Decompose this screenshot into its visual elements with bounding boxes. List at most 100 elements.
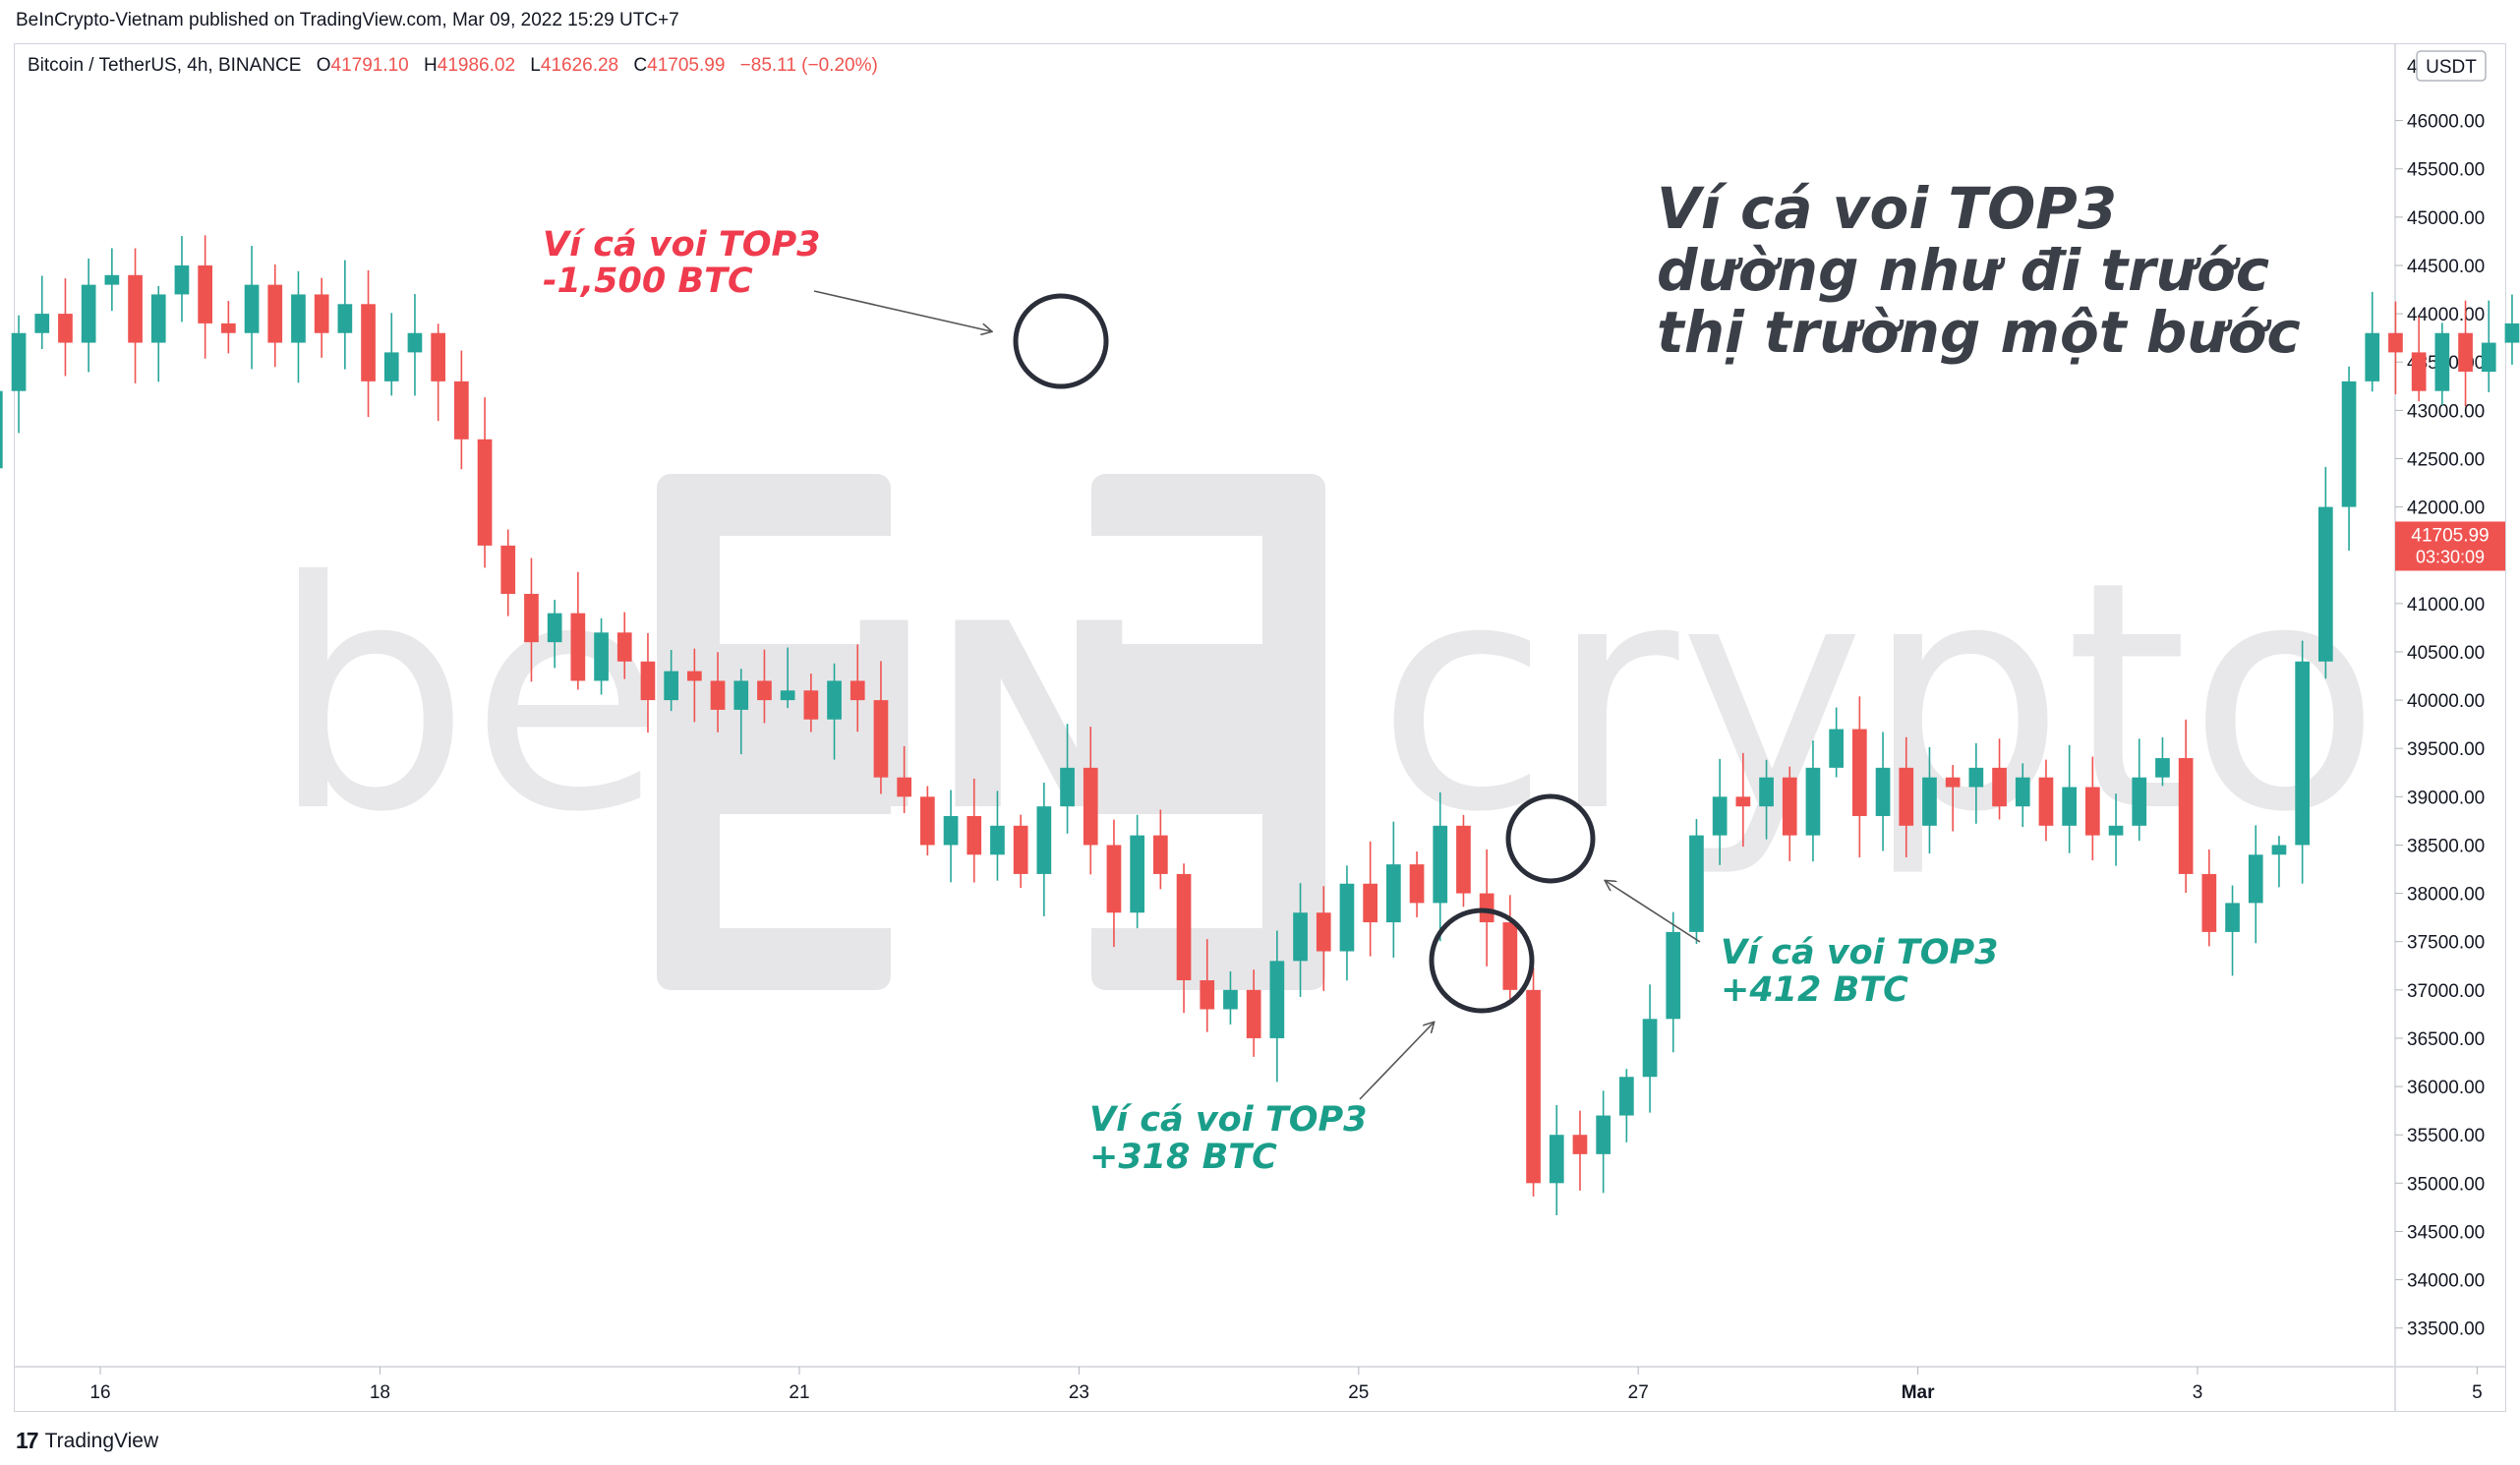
buy-marker-circle-2 — [1505, 793, 1596, 884]
candle-body — [81, 284, 96, 343]
candle-body — [198, 264, 212, 323]
buy-label-2-line-2: +412 BTC — [1721, 970, 1908, 1010]
candle-body — [1992, 767, 2007, 807]
low-label: L — [530, 55, 541, 76]
currency-badge-prefix: 4 — [2407, 57, 2418, 78]
time-axis[interactable]: 161821232527Mar357911141618 — [89, 1367, 2520, 1403]
buy-label-1-line-1: Ví cá voi TOP3 — [1089, 1100, 1368, 1140]
candle-body — [1689, 835, 1704, 932]
candle-body — [1642, 1019, 1658, 1078]
candle-body — [1549, 1135, 1564, 1184]
tradingview-footer[interactable]: 17 TradingView — [16, 1428, 158, 1454]
price-tick-label: 45000.00 — [2407, 208, 2485, 229]
symbol-legend: Bitcoin / TetherUS, 4h, BINANCE O41791.1… — [28, 55, 878, 77]
candle-body — [174, 264, 190, 295]
candle-body — [827, 680, 842, 720]
candle-body — [2248, 854, 2263, 904]
candle-body — [524, 594, 539, 643]
time-tick-label: 5 — [2472, 1382, 2483, 1403]
candle-body — [2458, 332, 2473, 373]
high-label: H — [424, 55, 438, 76]
candle-body — [1106, 845, 1122, 913]
candle-body — [1316, 912, 1331, 952]
candle-body — [990, 825, 1005, 855]
candle-body — [2434, 332, 2450, 391]
open-value: 41791.10 — [330, 55, 409, 76]
time-tick-label: Mar — [1902, 1382, 1935, 1403]
candle-body — [2178, 758, 2194, 874]
candle-body — [1223, 989, 1238, 1010]
watermark-bracket-cut-left-top — [720, 536, 891, 644]
candle-body — [1712, 796, 1728, 836]
candle-body — [2388, 332, 2403, 353]
chart-frame — [14, 43, 2506, 1412]
candle-body — [640, 661, 656, 701]
candle-body — [150, 294, 166, 343]
sell-label-line-2: -1,500 BTC — [543, 262, 753, 301]
buy-label-1-line-2: +318 BTC — [1089, 1138, 1277, 1177]
price-tick-label: 37000.00 — [2407, 981, 2485, 1002]
candle-body — [2155, 758, 2170, 778]
tradingview-logo-icon: 17 — [16, 1428, 39, 1453]
price-tick-label: 46000.00 — [2407, 112, 2485, 133]
last-price-marker: 41705.99 03:30:09 — [2395, 521, 2505, 571]
currency-badge[interactable]: USDT — [2426, 57, 2477, 78]
candle-body — [2365, 332, 2380, 381]
candle-body — [1875, 767, 1891, 816]
price-tick-label: 44500.00 — [2407, 257, 2485, 277]
title-line-3: thị trường một bước — [1657, 299, 2301, 366]
buy-arrow-2 — [1606, 881, 1701, 943]
candle-body — [803, 690, 819, 720]
watermark-right: crypto — [1377, 515, 2380, 881]
candle-body — [337, 304, 353, 333]
symbol-name[interactable]: Bitcoin / TetherUS, 4h, BINANCE — [28, 55, 302, 76]
price-tick-label: 33500.00 — [2407, 1319, 2485, 1340]
candle-body — [454, 381, 469, 440]
candle-body — [1363, 883, 1377, 923]
price-tick-label: 35000.00 — [2407, 1174, 2485, 1195]
candle-body — [570, 613, 586, 681]
tradingview-brand: TradingView — [44, 1429, 159, 1452]
candle-body — [2481, 342, 2496, 373]
watermark: be IN crypto — [270, 474, 2380, 990]
candle-body — [2085, 787, 2100, 836]
candle-body — [267, 284, 283, 343]
candle-body — [757, 680, 772, 701]
watermark-left: be — [270, 515, 664, 881]
candle-body — [1386, 864, 1401, 923]
candle-body — [1060, 767, 1075, 807]
price-tick-label: 40000.00 — [2407, 691, 2485, 712]
candle-body — [1200, 980, 1215, 1010]
buy-marker-circle-1 — [1429, 908, 1535, 1014]
price-tick-label: 43000.00 — [2407, 401, 2485, 422]
time-tick-label: 16 — [89, 1382, 110, 1403]
candle-body — [1782, 777, 1797, 836]
candle-body — [897, 777, 911, 797]
candle-body — [1572, 1135, 1588, 1154]
candle-body — [1899, 767, 1914, 826]
candle-body — [2504, 322, 2520, 343]
currency-badge-box[interactable] — [2416, 50, 2487, 82]
candle-body — [431, 332, 445, 381]
candle-body — [1479, 893, 1494, 923]
candle-body — [1339, 883, 1355, 952]
candle-body — [128, 274, 143, 343]
publisher-line: BeInCrypto-Vietnam published on TradingV… — [16, 10, 679, 30]
price-tick-label: 35500.00 — [2407, 1126, 2485, 1146]
price-tick-label: 42500.00 — [2407, 449, 2485, 470]
candle-body — [1293, 912, 1308, 962]
candle-body — [2295, 661, 2310, 846]
candle-body — [1526, 989, 1541, 1184]
candle-body — [361, 304, 376, 381]
candle-body — [2015, 777, 2030, 807]
price-axis[interactable]: 33500.00 34000.00 34500.00 35000.00 35500.00… — [2395, 112, 2485, 1340]
price-tick-label: 38000.00 — [2407, 885, 2485, 906]
candle-body — [1176, 873, 1192, 981]
watermark-bracket-cut-left-bottom — [720, 814, 891, 928]
candle-body — [1759, 777, 1774, 807]
candle-body — [1666, 931, 1681, 1020]
candle-body — [1829, 729, 1844, 768]
candle-body — [34, 314, 50, 333]
candle-body — [2201, 873, 2217, 932]
